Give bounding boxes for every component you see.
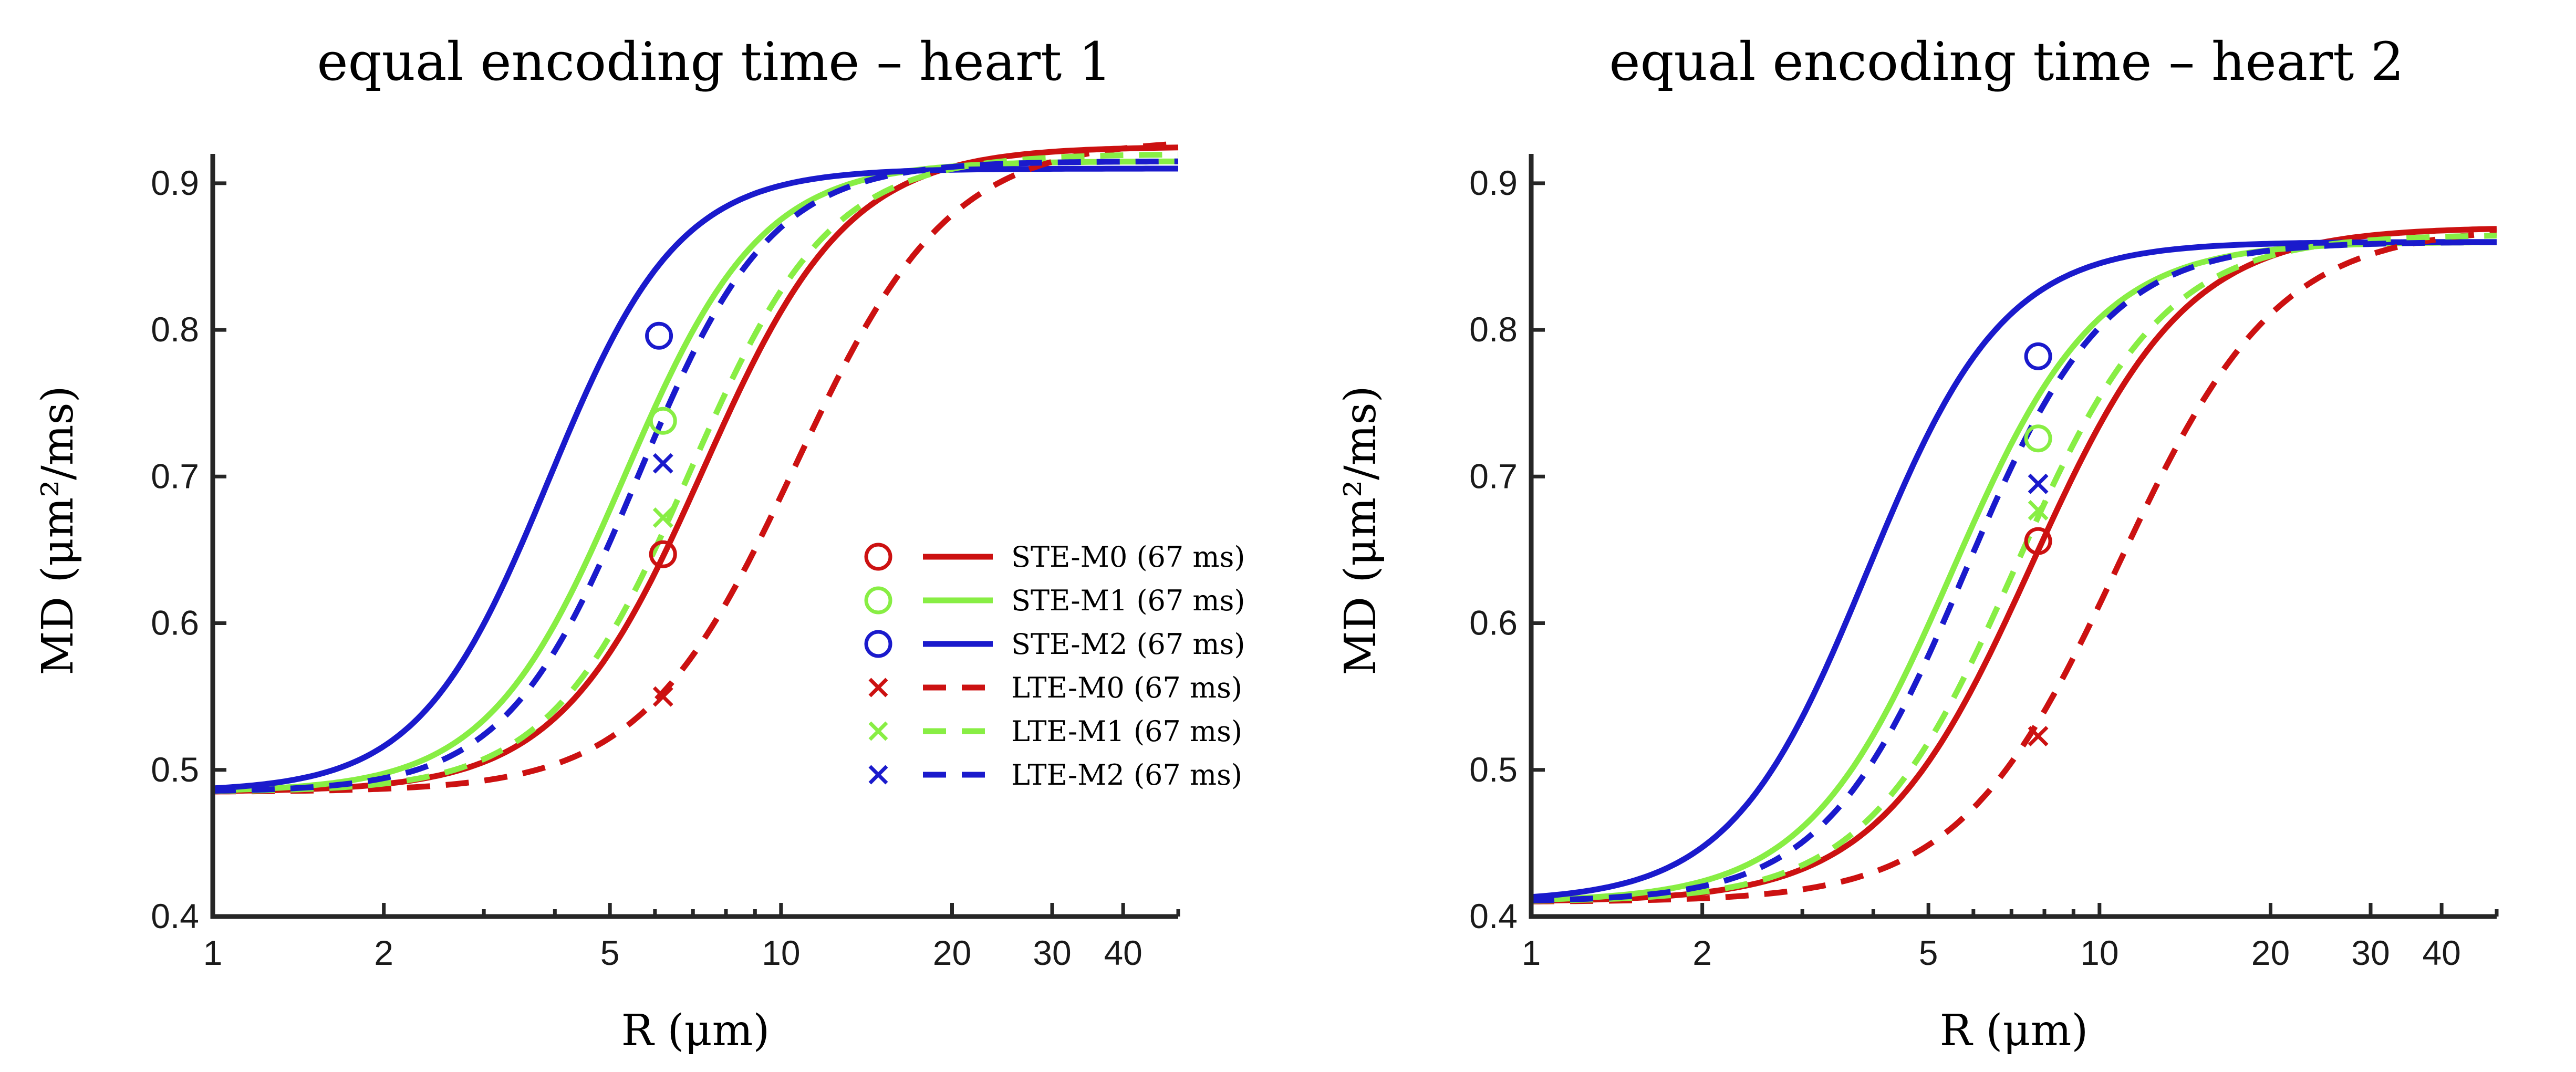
- legend-label-ste-m0: STE-M0 (67 ms): [1011, 540, 1245, 574]
- chart-title: equal encoding time – heart 2: [1609, 31, 2404, 92]
- legend-marker-ste-m0: [864, 543, 892, 571]
- axis-ticks: 0.4 0.5 0.6 0.7 0.8 0.9 1 2 5 10 20 30 40: [151, 163, 1180, 972]
- x-tick-label: 20: [933, 933, 971, 972]
- legend-label-lte-m1: LTE-M1 (67 ms): [1011, 715, 1242, 748]
- y-tick-label: 0.7: [151, 456, 199, 495]
- legend-label-ste-m2: STE-M2 (67 ms): [1011, 628, 1245, 661]
- data-point-ste-m0: [649, 540, 677, 568]
- y-tick-label: 0.5: [151, 750, 199, 789]
- series-line-lte-m1: [1531, 233, 2497, 904]
- legend-marker-lte-m0: [868, 678, 888, 698]
- data-point-lte-m1: [652, 507, 673, 528]
- y-axis-label: MD (μm²/ms): [33, 386, 83, 675]
- y-tick-label: 0.9: [151, 163, 199, 202]
- axis-ticks: 0.4 0.5 0.6 0.7 0.8 0.9 1 2 5 10 20 30 40: [1469, 163, 2499, 972]
- x-tick-label: 1: [203, 933, 223, 972]
- plot-area: [1531, 226, 2497, 904]
- x-tick-label: 1: [1522, 933, 1541, 972]
- series-line-ste-m1: [1531, 239, 2497, 903]
- x-axis-label: R (μm): [621, 1006, 770, 1056]
- panel-heart-2: equal encoding time – heart 2 0.40.50.60…: [1336, 31, 2499, 1056]
- legend-marker-lte-m2: [868, 765, 888, 785]
- series-line-lte-m1: [213, 151, 1179, 794]
- series-line-ste-m0: [1531, 226, 2497, 904]
- data-point-lte-m0: [652, 686, 673, 707]
- series-line-ste-m1: [212, 158, 1179, 794]
- plot-area: [212, 141, 1179, 795]
- y-tick-label: 0.8: [1469, 310, 1518, 349]
- data-point-ste-m1: [2024, 424, 2052, 453]
- x-tick-label: 40: [1104, 933, 1142, 972]
- data-point-ste-m2: [2024, 342, 2052, 370]
- x-tick-label: 20: [2251, 933, 2290, 972]
- series-line-lte-m2: [1531, 239, 2497, 903]
- data-point-ste-m0: [2024, 527, 2052, 555]
- y-tick-label: 0.9: [1469, 163, 1518, 202]
- data-point-ste-m1: [649, 407, 677, 435]
- x-tick-label: 10: [762, 933, 800, 972]
- legend-label-lte-m2: LTE-M2 (67 ms): [1011, 758, 1242, 792]
- legend-marker-lte-m1: [868, 721, 888, 741]
- x-tick-label: 2: [1692, 933, 1712, 972]
- series-line-ste-m2: [212, 165, 1178, 792]
- axes-frame: [1529, 154, 2497, 919]
- x-tick-label: 2: [374, 933, 393, 972]
- y-tick-label: 0.6: [151, 603, 199, 642]
- y-axis-label: MD (μm²/ms): [1336, 386, 1386, 675]
- series-line-lte-m0: [1531, 230, 2497, 904]
- legend-marker-ste-m2: [864, 630, 892, 658]
- y-tick-label: 0.4: [151, 897, 199, 935]
- y-tick-label: 0.4: [1469, 897, 1518, 935]
- data-point-lte-m2: [2028, 473, 2049, 494]
- x-tick-label: 40: [2422, 933, 2460, 972]
- y-tick-label: 0.6: [1469, 603, 1518, 642]
- y-tick-label: 0.8: [151, 310, 199, 349]
- x-tick-label: 5: [600, 933, 620, 972]
- data-point-lte-m0: [2028, 726, 2049, 747]
- panel-heart-1: equal encoding time – heart 1 0.40.50.60…: [33, 31, 1245, 1056]
- x-axis-label: R (μm): [1940, 1006, 2089, 1056]
- x-tick-label: 5: [1919, 933, 1938, 972]
- y-tick-label: 0.5: [1469, 750, 1518, 789]
- axes-frame: [210, 154, 1178, 919]
- x-tick-label: 10: [2080, 933, 2118, 972]
- legend-label-ste-m1: STE-M1 (67 ms): [1011, 584, 1245, 617]
- legend-label-lte-m0: LTE-M0 (67 ms): [1011, 671, 1242, 704]
- x-tick-label: 30: [1033, 933, 1071, 972]
- series-line-lte-m0: [213, 141, 1179, 795]
- legend-marker-ste-m1: [864, 586, 892, 615]
- chart-title: equal encoding time – heart 1: [317, 31, 1112, 92]
- data-point-ste-m2: [645, 321, 673, 350]
- x-tick-label: 30: [2351, 933, 2390, 972]
- series-line-ste-m2: [1531, 239, 2497, 900]
- data-point-lte-m2: [652, 453, 673, 474]
- legend: STE-M0 (67 ms) STE-M1 (67 ms) STE-M2 (67 m…: [864, 540, 1245, 792]
- series-line-lte-m2: [212, 158, 1178, 794]
- y-tick-label: 0.7: [1469, 456, 1518, 495]
- data-point-lte-m1: [2028, 500, 2049, 521]
